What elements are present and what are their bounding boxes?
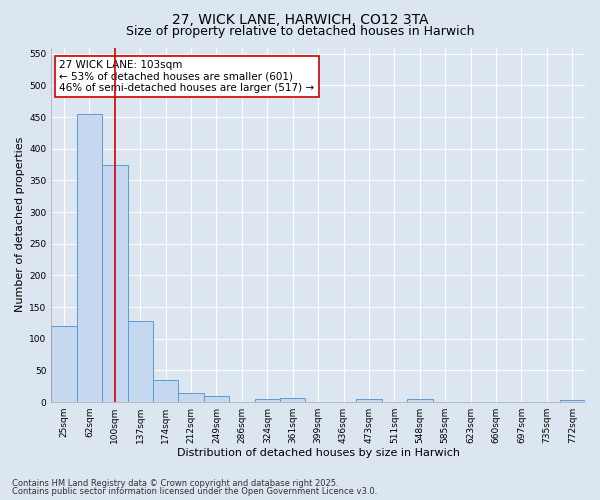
Bar [178, 392, 204, 402]
Y-axis label: Number of detached properties: Number of detached properties [15, 137, 25, 312]
X-axis label: Distribution of detached houses by size in Harwich: Distribution of detached houses by size … [176, 448, 460, 458]
Text: Contains HM Land Registry data © Crown copyright and database right 2025.: Contains HM Land Registry data © Crown c… [12, 478, 338, 488]
Bar [280, 398, 305, 402]
Bar [153, 380, 178, 402]
Text: Size of property relative to detached houses in Harwich: Size of property relative to detached ho… [126, 25, 474, 38]
Bar [204, 396, 229, 402]
Text: Contains public sector information licensed under the Open Government Licence v3: Contains public sector information licen… [12, 487, 377, 496]
Bar [356, 399, 382, 402]
Bar [51, 326, 77, 402]
Bar [77, 114, 102, 402]
Text: 27, WICK LANE, HARWICH, CO12 3TA: 27, WICK LANE, HARWICH, CO12 3TA [172, 12, 428, 26]
Text: 27 WICK LANE: 103sqm
← 53% of detached houses are smaller (601)
46% of semi-deta: 27 WICK LANE: 103sqm ← 53% of detached h… [59, 60, 314, 93]
Bar [102, 164, 128, 402]
Bar [407, 399, 433, 402]
Bar [560, 400, 585, 402]
Bar [254, 399, 280, 402]
Bar [128, 321, 153, 402]
